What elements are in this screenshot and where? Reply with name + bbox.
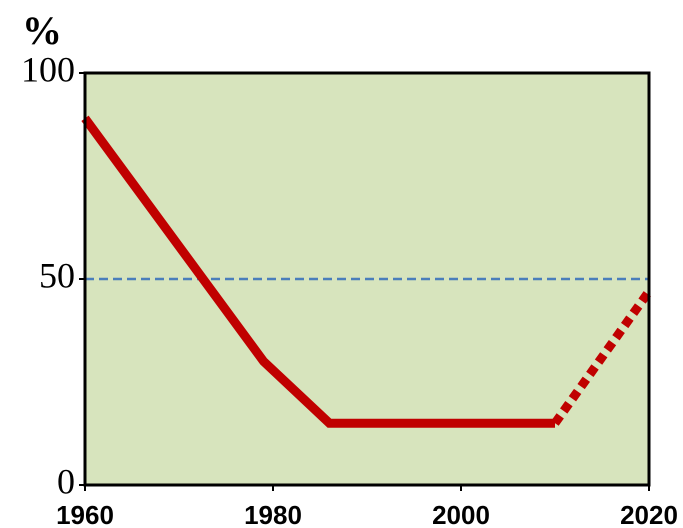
y-tick-label: 100 xyxy=(21,49,75,89)
x-tick-label: 2020 xyxy=(620,500,678,528)
x-tick-label: 1960 xyxy=(56,500,114,528)
line-series xyxy=(81,115,555,428)
y-tick-label: 50 xyxy=(39,255,75,295)
line-series xyxy=(551,288,653,426)
x-tick-label: 1980 xyxy=(244,500,302,528)
y-tick-label: 0 xyxy=(57,461,75,501)
plot-border xyxy=(83,71,651,487)
y-axis-label: % xyxy=(22,8,62,53)
x-tick-label: 2000 xyxy=(432,500,490,528)
